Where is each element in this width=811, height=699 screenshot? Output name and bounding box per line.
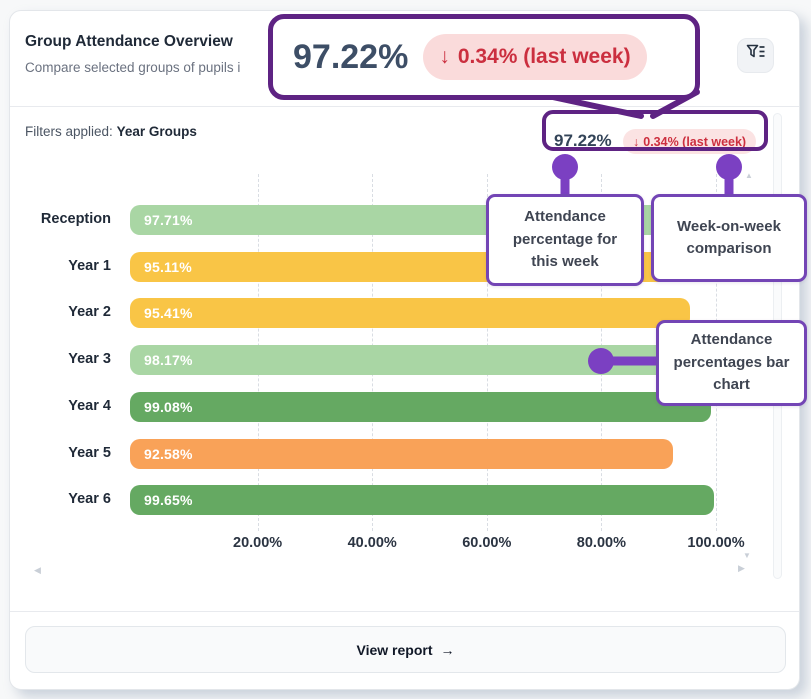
attendance-bar-chart: 97.71% 95.11% 95.41% 98.17% 99.08% 92.58% 99.6…: [121, 161, 717, 547]
chart-vertical-scrollbar[interactable]: [773, 113, 782, 579]
attendance-bar[interactable]: 95.41%: [130, 298, 690, 329]
bar-value-label: 99.65%: [144, 492, 193, 509]
category-label: Year 4: [68, 397, 111, 414]
scroll-up-icon[interactable]: ▲: [745, 171, 753, 180]
bar-value-label: 95.41%: [144, 305, 193, 322]
attendance-card: Group Attendance Overview Compare select…: [9, 10, 800, 690]
filter-button[interactable]: [737, 38, 774, 73]
filters-value: Year Groups: [116, 124, 197, 139]
header-divider: [10, 106, 799, 107]
x-tick-label: 80.00%: [576, 535, 626, 551]
bar-value-label: 99.08%: [144, 398, 193, 415]
footer-divider: [10, 611, 799, 612]
page-title: Group Attendance Overview: [25, 33, 233, 50]
category-label: Year 1: [68, 257, 111, 274]
filters-label: Filters applied:: [25, 124, 113, 139]
category-label: Year 2: [68, 304, 111, 321]
arrow-down-icon: ↓: [633, 134, 640, 149]
attendance-bar[interactable]: 92.58%: [130, 438, 673, 469]
arrow-right-icon: →: [440, 641, 455, 658]
gridline: [716, 174, 717, 531]
bar-value-label: 95.11%: [144, 258, 192, 275]
view-report-button[interactable]: View report →: [25, 626, 786, 673]
scroll-left-icon[interactable]: ◀: [34, 565, 41, 575]
attendance-bar[interactable]: 98.17%: [130, 345, 706, 376]
x-tick-label: 100.00%: [687, 535, 745, 551]
page-subtitle: Compare selected groups of pupils i: [25, 60, 241, 75]
filters-applied: Filters applied: Year Groups: [25, 124, 197, 139]
bar-value-label: 98.17%: [144, 352, 193, 369]
attendance-bar[interactable]: 99.65%: [130, 485, 714, 516]
week-on-week-text: 0.34% (last week): [643, 134, 747, 149]
category-label: Year 5: [68, 444, 111, 461]
week-on-week-badge: ↓ 0.34% (last week): [623, 129, 757, 154]
view-report-label: View report: [356, 641, 433, 658]
category-label: Year 6: [68, 491, 111, 508]
x-tick-label: 60.00%: [462, 535, 512, 551]
category-label: Reception: [40, 211, 111, 227]
bar-value-label: 92.58%: [144, 445, 193, 462]
x-tick-label: 40.00%: [347, 535, 397, 551]
attendance-bar[interactable]: 97.71%: [130, 205, 703, 235]
attendance-percentage-value: 97.22%: [554, 131, 612, 150]
attendance-bar[interactable]: 99.08%: [130, 391, 711, 422]
scroll-down-icon[interactable]: ▼: [743, 551, 751, 560]
attendance-bar[interactable]: 95.11%: [130, 251, 688, 282]
filter-icon: [746, 44, 766, 67]
x-tick-label: 20.00%: [233, 535, 283, 551]
scroll-right-icon[interactable]: ▶: [738, 563, 745, 573]
category-label: Year 3: [68, 351, 111, 368]
bar-value-label: 97.71%: [144, 212, 193, 228]
